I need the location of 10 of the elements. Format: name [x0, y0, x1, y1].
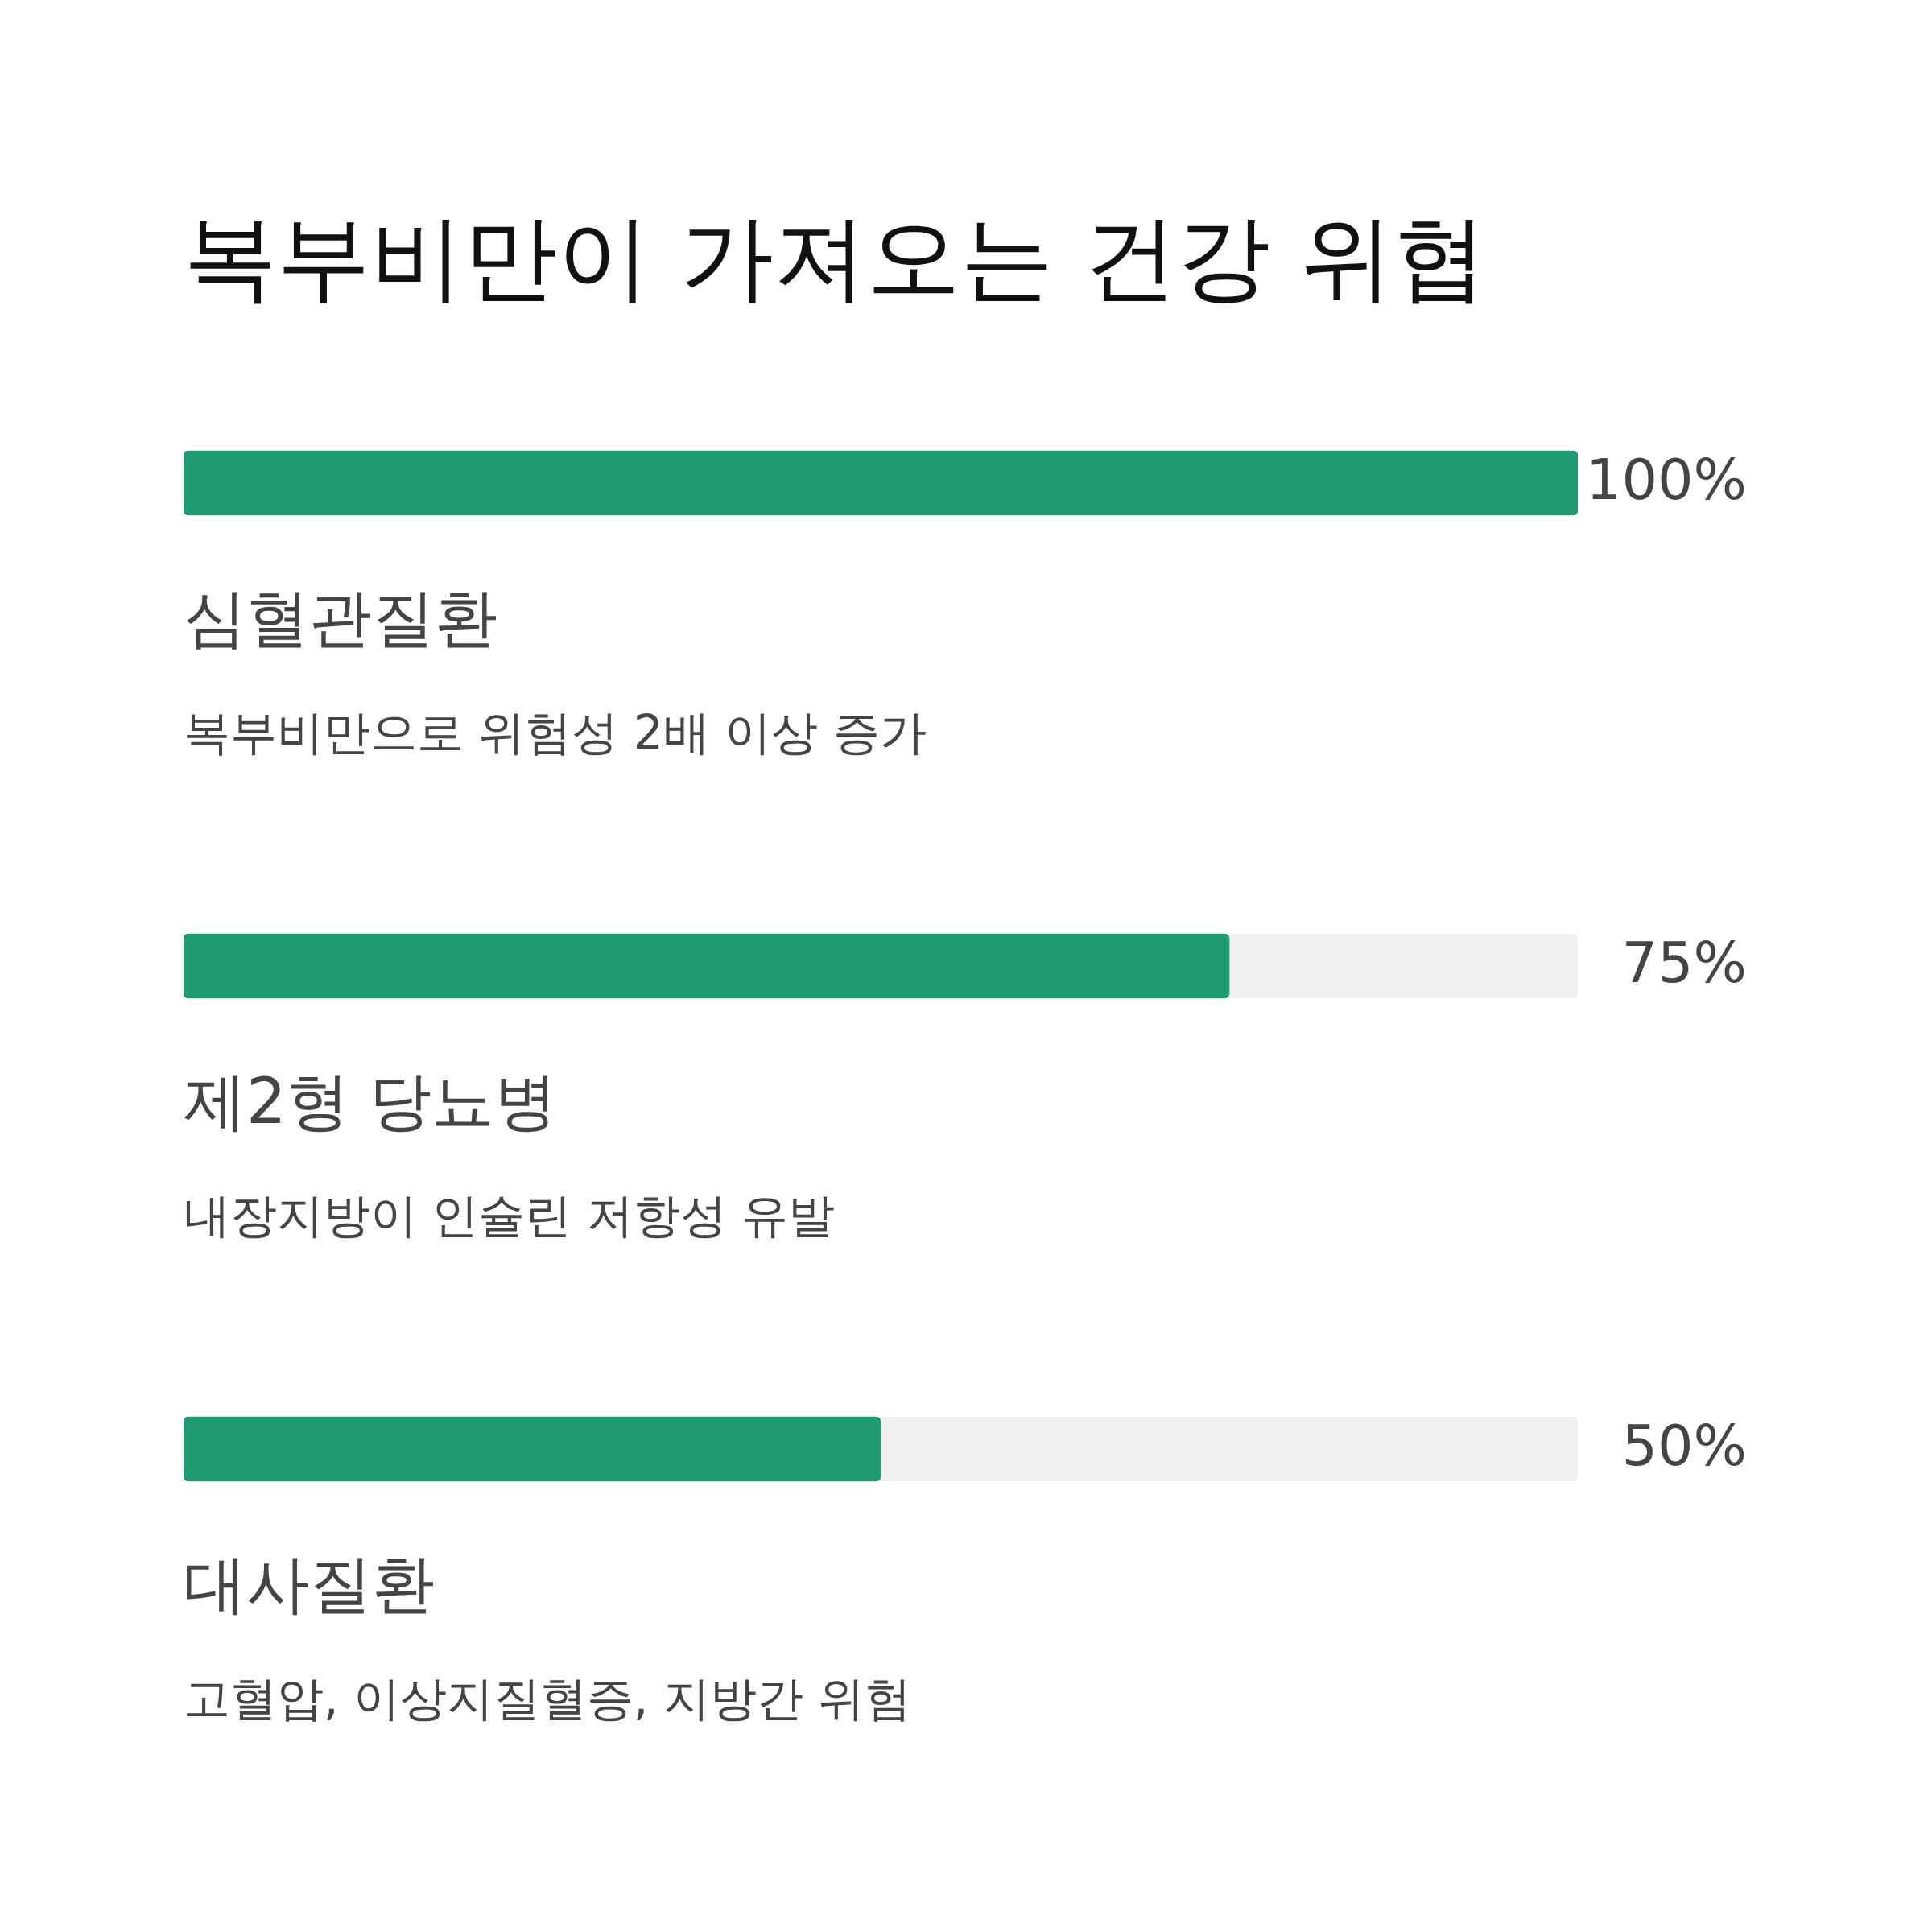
- annotation: 고혈압, 이상지질혈증, 지방간 위험: [184, 1671, 912, 1726]
- data-label: 100%: [1585, 447, 1747, 514]
- chart-title: 복부비만이 가져오는 건강 위협: [184, 203, 1487, 312]
- data-label: 50%: [1621, 1413, 1747, 1480]
- y-tick-label: 제2형 당뇨병: [184, 1065, 558, 1137]
- data-label: 75%: [1621, 930, 1747, 997]
- annotation: 복부비만으로 위험성 2배 이상 증가: [184, 705, 927, 760]
- y-tick-label: 대사질환: [184, 1548, 435, 1620]
- y-tick-label: 심혈관질환: [184, 582, 497, 654]
- annotation: 내장지방이 인슐린 저항성 유발: [184, 1188, 836, 1243]
